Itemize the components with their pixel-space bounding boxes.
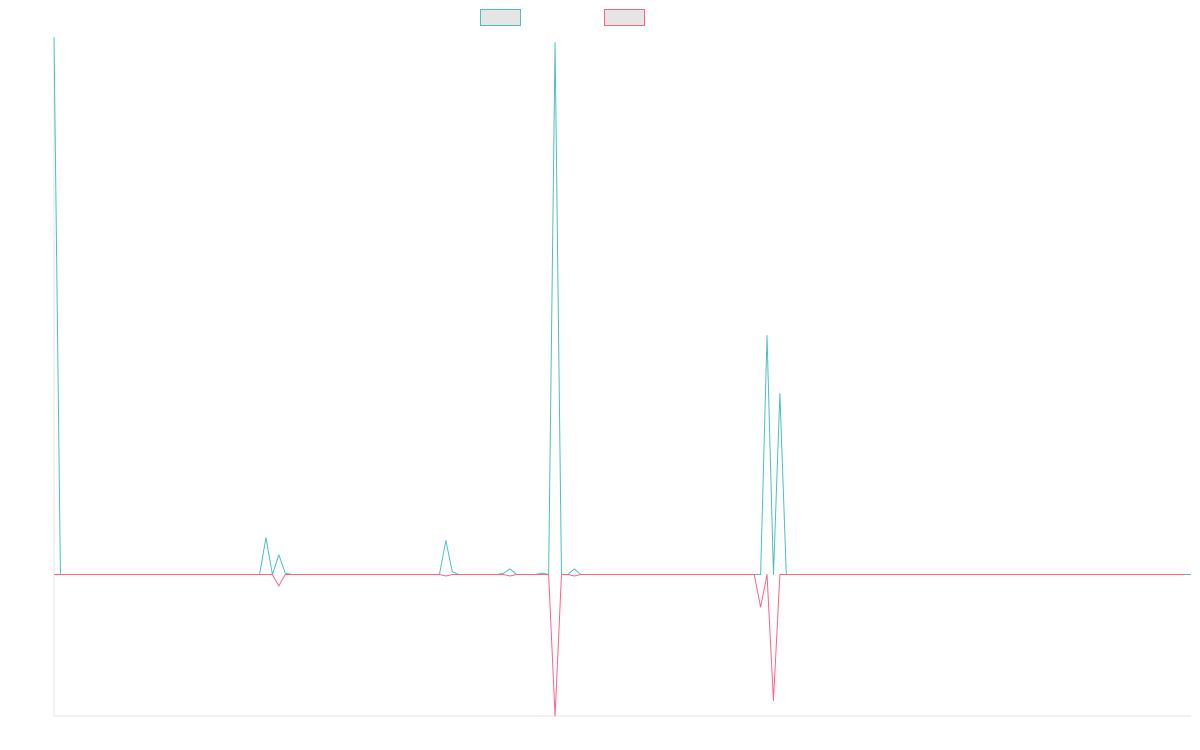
legend[interactable] <box>480 9 645 26</box>
legend-swatch-series-2[interactable] <box>604 9 645 26</box>
series-line-1 <box>53 36 1191 576</box>
axes <box>53 37 1191 717</box>
legend-swatch-series-1[interactable] <box>480 9 521 26</box>
series-line-2 <box>54 574 1185 717</box>
series-lines <box>53 36 1191 717</box>
